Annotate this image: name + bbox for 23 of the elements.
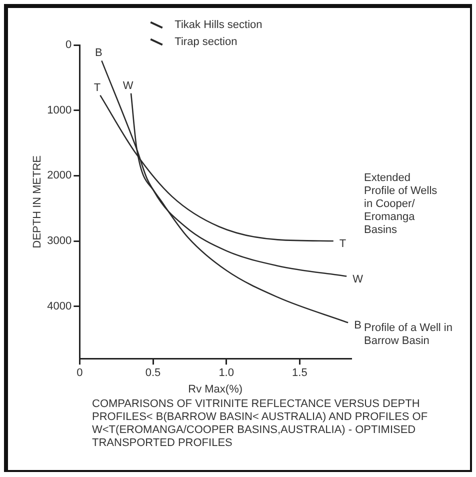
text: COMPARISONS OF VITRINITE REFLECTANCE VERSUS DEPTH PROFILES< B(BARROW BASIN< AUSTRALIA) AND PROFILES OF W<T(EROMANGA/COOPER BASINS,AUSTRALIA) - OPTIMISED TRANSPORTED PROFILES: [92, 398, 429, 450]
x-tick-label: 0.5: [145, 367, 161, 380]
y-tick-label: 4000: [47, 300, 72, 312]
text: B: [354, 320, 362, 332]
x-axis-title: Rv Max(%): [188, 383, 243, 396]
y-tick-label: 2000: [47, 170, 72, 182]
legend-label: Tikak Hills section: [174, 18, 262, 30]
series-label: W: [122, 80, 134, 92]
y-tick-label: 3000: [47, 235, 72, 248]
y-tick-label: 0: [66, 39, 72, 52]
legend-label: Tirap section: [174, 36, 238, 48]
text: W: [352, 273, 363, 286]
series-label: B: [95, 47, 102, 60]
text: Profile of a Well in Barrow Basin: [364, 322, 454, 348]
series-label: T: [94, 82, 101, 94]
text: Extended Profile of Wells in Cooper/ Eromanga Basins: [364, 172, 438, 237]
x-tick-label: 1.0: [218, 367, 234, 380]
x-tick-label: 1.5: [292, 367, 308, 380]
line-series: [101, 60, 349, 324]
y-tick-label: 1000: [47, 104, 72, 116]
text: T: [339, 238, 346, 250]
y-axis-title: DEPTH IN METRE: [32, 155, 44, 248]
x-tick-label: 0: [76, 367, 83, 380]
